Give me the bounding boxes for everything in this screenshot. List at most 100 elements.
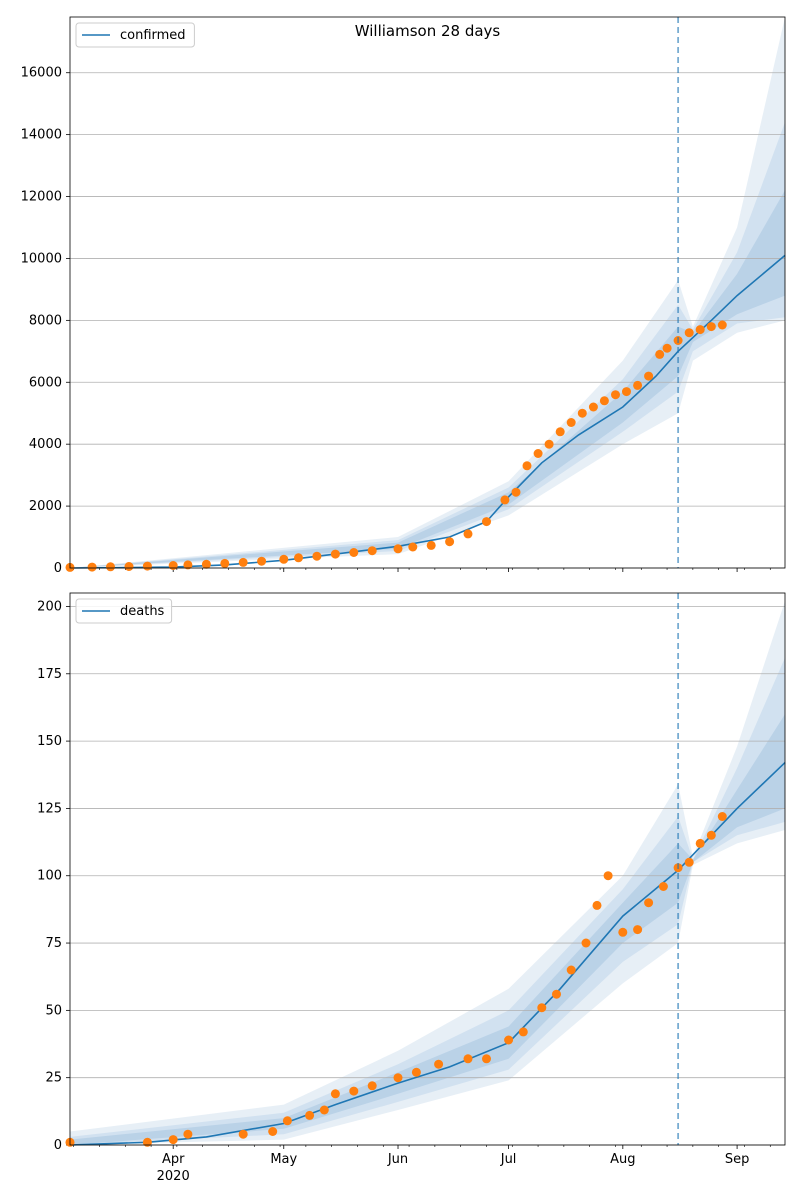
observed-point bbox=[312, 551, 322, 561]
observed-point bbox=[168, 561, 178, 570]
observed-point bbox=[581, 938, 591, 948]
observed-point bbox=[603, 871, 613, 881]
observed-point bbox=[633, 380, 643, 390]
observed-point bbox=[445, 537, 455, 547]
chart-title: Williamson 28 days bbox=[355, 22, 501, 40]
observed-point bbox=[330, 1089, 340, 1099]
observed-point bbox=[695, 325, 705, 335]
observed-point bbox=[555, 427, 565, 437]
x-tick-label: Aug bbox=[610, 1152, 635, 1167]
observed-point bbox=[662, 343, 672, 353]
observed-point bbox=[611, 390, 620, 400]
y-tick-label: 0 bbox=[54, 561, 62, 576]
observed-point bbox=[577, 408, 587, 418]
observed-point bbox=[183, 1129, 193, 1139]
y-tick-label: 10000 bbox=[21, 251, 62, 266]
observed-point bbox=[106, 562, 115, 572]
observed-point bbox=[482, 517, 491, 527]
observed-point bbox=[717, 812, 727, 821]
observed-point bbox=[684, 857, 694, 867]
y-tick-label: 150 bbox=[37, 734, 62, 749]
observed-point bbox=[518, 1027, 528, 1037]
y-tick-label: 2000 bbox=[29, 499, 62, 514]
y-tick-label: 125 bbox=[37, 801, 62, 816]
observed-point bbox=[622, 387, 631, 397]
x-tick-label: Sep bbox=[725, 1152, 750, 1167]
observed-point bbox=[588, 402, 598, 412]
y-tick-label: 4000 bbox=[29, 437, 62, 452]
y-tick-label: 175 bbox=[37, 667, 62, 682]
y-tick-label: 8000 bbox=[29, 313, 62, 328]
observed-point bbox=[644, 371, 654, 381]
legend: confirmed bbox=[75, 22, 195, 48]
observed-point bbox=[349, 548, 359, 557]
y-tick-label: 25 bbox=[45, 1071, 62, 1086]
observed-point bbox=[566, 965, 576, 975]
observed-point bbox=[706, 830, 716, 840]
observed-point bbox=[695, 838, 705, 848]
observed-point bbox=[220, 558, 230, 568]
observed-point bbox=[393, 1073, 403, 1083]
chart-panel-1: 0 2000 4000 6000 8000 10000 12000 14000 16000 con… bbox=[21, 16, 786, 576]
observed-point bbox=[282, 1116, 292, 1126]
chart-panel-2: 0 25 50 75 100 125 150 175 200 Apr 2020 May Jun Jul Au… bbox=[37, 592, 786, 1184]
observed-point bbox=[168, 1135, 178, 1145]
observed-point bbox=[566, 418, 576, 427]
observed-point bbox=[500, 495, 510, 505]
x-tick-label: May bbox=[270, 1152, 297, 1167]
observed-point bbox=[633, 925, 643, 935]
observed-point bbox=[537, 1003, 547, 1013]
x-tick-label: Jun bbox=[387, 1152, 408, 1167]
legend: deaths bbox=[75, 598, 173, 624]
y-tick-label: 75 bbox=[45, 936, 62, 951]
observed-point bbox=[655, 349, 665, 359]
observed-point bbox=[201, 559, 211, 569]
observed-point bbox=[294, 553, 303, 563]
observed-point bbox=[599, 396, 609, 406]
observed-point bbox=[367, 1081, 377, 1091]
observed-point bbox=[257, 556, 267, 566]
observed-point bbox=[644, 898, 654, 908]
y-tick-label: 6000 bbox=[29, 375, 62, 390]
plot-frame bbox=[69, 16, 786, 569]
observed-point bbox=[124, 562, 134, 571]
observed-point bbox=[684, 328, 694, 338]
observed-point bbox=[367, 546, 377, 556]
y-tick-label: 50 bbox=[45, 1003, 62, 1018]
observed-point bbox=[544, 439, 554, 449]
observed-point bbox=[511, 487, 521, 497]
y-tick-label: 16000 bbox=[21, 66, 62, 81]
observed-point bbox=[330, 549, 340, 559]
observed-point bbox=[592, 900, 602, 910]
observed-point bbox=[87, 562, 97, 572]
y-tick-label: 0 bbox=[54, 1138, 62, 1153]
y-tick-label: 200 bbox=[37, 599, 62, 614]
observed-point bbox=[552, 989, 561, 999]
legend-label: deaths bbox=[120, 604, 165, 619]
observed-point bbox=[717, 320, 727, 330]
observed-point bbox=[706, 322, 716, 332]
y-tick-label: 14000 bbox=[21, 128, 62, 143]
x-tick-year-label: 2020 bbox=[157, 1169, 190, 1184]
y-tick-label: 12000 bbox=[21, 190, 62, 205]
observed-point bbox=[183, 560, 193, 570]
observed-point bbox=[319, 1105, 329, 1115]
plot-frame bbox=[69, 592, 786, 1146]
observed-point bbox=[658, 882, 668, 891]
x-tick-label: Jul bbox=[500, 1152, 517, 1167]
observed-point bbox=[533, 449, 543, 458]
observed-point bbox=[504, 1035, 514, 1045]
observed-point bbox=[238, 557, 248, 567]
observed-point bbox=[142, 1137, 152, 1147]
observed-point bbox=[463, 529, 473, 539]
observed-point bbox=[618, 927, 628, 937]
observed-point bbox=[305, 1110, 315, 1120]
x-tick-label: Apr bbox=[162, 1152, 185, 1167]
observed-point bbox=[238, 1129, 248, 1139]
observed-point bbox=[279, 554, 289, 564]
observed-point bbox=[408, 542, 418, 552]
observed-point bbox=[268, 1127, 278, 1136]
observed-point bbox=[349, 1086, 359, 1096]
observed-point bbox=[482, 1054, 491, 1064]
